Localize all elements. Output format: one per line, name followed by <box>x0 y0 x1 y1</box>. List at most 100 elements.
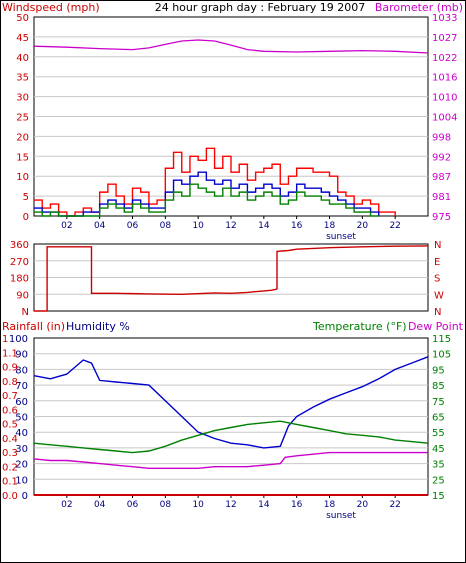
temperature-tick-label: 85 <box>432 381 445 392</box>
direction-tick-label: 90 <box>16 290 29 301</box>
humidity-tick-label: 70 <box>15 381 28 392</box>
barometer-tick-label: 1033 <box>432 13 457 24</box>
barometer-line <box>33 39 429 54</box>
humidity-tick-label: 50 <box>15 413 28 424</box>
temperature-line <box>33 420 429 454</box>
direction-tick-label: 270 <box>10 257 29 268</box>
compass-tick-label: S <box>434 274 440 285</box>
temperature-tick-label: 35 <box>432 460 445 471</box>
windspeed-tick-label: 5 <box>23 192 29 203</box>
windspeed-tick-label: 25 <box>16 113 29 124</box>
barometer-tick-label: 1022 <box>432 53 457 64</box>
rainfall-tick-label: 1.1 <box>2 348 18 359</box>
humidity-tick-label: 100 <box>9 334 28 345</box>
humidity-tick-label: 80 <box>15 365 28 376</box>
climate-x-tick-label: 02 <box>61 500 72 510</box>
temperature-tick-label: 15 <box>432 491 445 502</box>
wind-x-tick-label: 06 <box>127 221 139 231</box>
rainfall-tick-label: 0.3 <box>2 448 18 459</box>
compass-tick-label: E <box>434 257 440 268</box>
windspeed-tick-label: 45 <box>16 33 29 44</box>
wind-x-tick-label: 14 <box>258 221 270 231</box>
windspeed-tick-label: 50 <box>16 13 29 24</box>
barometer-tick-label: 1027 <box>432 33 457 44</box>
windspeed-tick-label: 30 <box>16 93 29 104</box>
windspeed-axis-label: Windspeed (mph) <box>2 1 100 14</box>
average-line <box>34 171 380 217</box>
humidity-line <box>33 356 429 449</box>
x-note-bottom: sunset <box>326 511 356 521</box>
title: 24 hour graph day : February 19 2007 <box>155 1 366 14</box>
windspeed-tick-label: 40 <box>16 53 29 64</box>
climate-x-tick-label: 10 <box>192 500 204 510</box>
barometer-tick-label: 1016 <box>432 73 457 84</box>
barometer-tick-label: 998 <box>432 132 451 143</box>
temperature-tick-label: 75 <box>432 397 445 408</box>
climate-x-tick-label: 18 <box>324 500 336 510</box>
wind-x-tick-label: 02 <box>61 221 72 231</box>
humidity-tick-label: 90 <box>15 350 28 361</box>
climate-x-tick-label: 20 <box>357 500 369 510</box>
compass-tick-label: N <box>434 240 441 251</box>
chart-marks: 0510152025303540455097598198799299810041… <box>2 13 457 510</box>
rainfall-tick-label: 0.2 <box>2 462 18 473</box>
direction-tick-label: 360 <box>10 240 29 251</box>
humidity-tick-label: 30 <box>15 444 28 455</box>
direction-line <box>34 245 429 312</box>
dewpoint-line <box>33 451 428 469</box>
temperature-tick-label: 65 <box>432 413 445 424</box>
windspeed-tick-label: 35 <box>16 73 29 84</box>
rainfall-tick-label: 0.9 <box>2 363 18 374</box>
barometer-tick-label: 1004 <box>432 113 457 124</box>
barometer-tick-label: 992 <box>432 152 451 163</box>
wind-x-tick-label: 04 <box>94 221 106 231</box>
rainfall-tick-label: 0.4 <box>2 434 18 445</box>
humidity-tick-label: 60 <box>15 397 28 408</box>
humidity-tick-label: 40 <box>15 428 28 439</box>
windspeed-tick-label: 0 <box>23 212 29 223</box>
x-note-top: sunset <box>326 232 356 242</box>
wind-x-tick-label: 12 <box>225 221 236 231</box>
barometer-tick-label: 975 <box>432 212 451 223</box>
barometer-tick-label: 981 <box>432 192 451 203</box>
wind-line <box>34 183 379 217</box>
climate-x-tick-label: 04 <box>94 500 106 510</box>
humidity-tick-label: 20 <box>15 460 28 471</box>
temperature-tick-label: 115 <box>432 334 451 345</box>
barometer-axis-label: Barometer (mb) <box>375 1 463 14</box>
wind-x-tick-label: 10 <box>192 221 204 231</box>
compass-tick-label: N <box>434 307 441 318</box>
climate-x-tick-label: 06 <box>127 500 139 510</box>
barometer-tick-label: 1010 <box>432 93 457 104</box>
humidity-axis-label: Humidity % <box>66 320 130 333</box>
windspeed-tick-label: 20 <box>16 132 29 143</box>
temperature-tick-label: 55 <box>432 428 445 439</box>
temperature-tick-label: 45 <box>432 444 445 455</box>
humidity-tick-label: 0 <box>22 491 28 502</box>
rainfall-tick-label: 0.0 <box>2 491 18 502</box>
wind-x-tick-label: 18 <box>324 221 336 231</box>
climate-x-tick-label: 16 <box>291 500 303 510</box>
temperature-axis-label: Temperature (°F) <box>312 320 407 333</box>
temperature-tick-label: 95 <box>432 365 445 376</box>
rainfall-tick-label: 0.5 <box>2 420 18 431</box>
climate-x-tick-label: 14 <box>258 500 270 510</box>
direction-tick-label: N <box>22 307 29 318</box>
rainfall-tick-label: 0.6 <box>2 405 18 416</box>
rainfall-axis-label: Rainfall (in) <box>2 320 65 333</box>
dewpoint-axis-label: Dew Point <box>408 320 464 333</box>
wind-x-tick-label: 08 <box>160 221 172 231</box>
windspeed-tick-label: 10 <box>16 172 29 183</box>
compass-tick-label: W <box>434 290 444 301</box>
barometer-tick-label: 987 <box>432 172 451 183</box>
windspeed-tick-label: 15 <box>16 152 29 163</box>
rainfall-tick-label: 0.7 <box>2 391 18 402</box>
direction-tick-label: 180 <box>10 274 29 285</box>
wind-x-tick-label: 22 <box>389 221 400 231</box>
temperature-tick-label: 105 <box>432 350 451 361</box>
humidity-tick-label: 10 <box>15 475 28 486</box>
wind-x-tick-label: 16 <box>291 221 303 231</box>
wind-x-tick-label: 20 <box>357 221 369 231</box>
rainfall-tick-label: 0.8 <box>2 377 18 388</box>
